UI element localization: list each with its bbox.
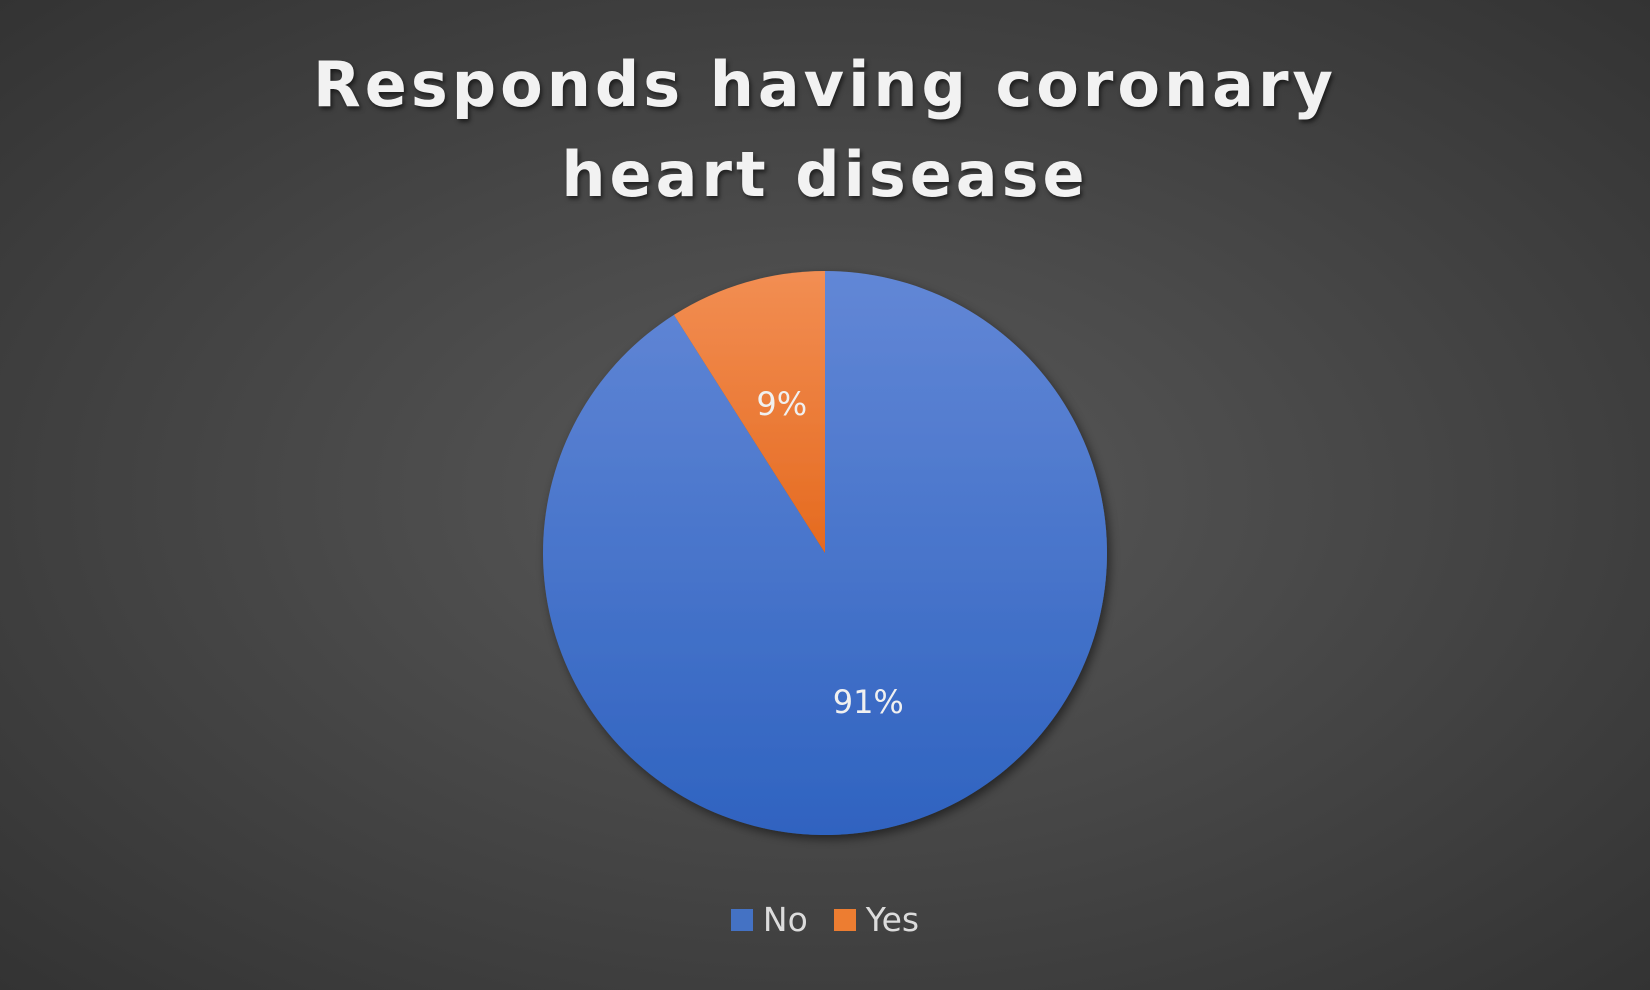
legend-label-no: No	[762, 900, 808, 939]
pie-slice-no	[543, 271, 1108, 835]
legend-swatch-no	[730, 908, 753, 931]
data-label-no: 91%	[833, 683, 904, 721]
chart-title: Responds having coronary heart disease	[313, 48, 1337, 211]
legend-item-yes: Yes	[833, 900, 920, 939]
pie-slice-yes	[673, 271, 825, 553]
legend: No Yes	[0, 900, 1650, 939]
legend-swatch-yes	[833, 908, 856, 931]
legend-item-no: No	[730, 900, 808, 939]
legend-label-yes: Yes	[865, 900, 920, 939]
data-label-yes: 9%	[756, 385, 807, 423]
